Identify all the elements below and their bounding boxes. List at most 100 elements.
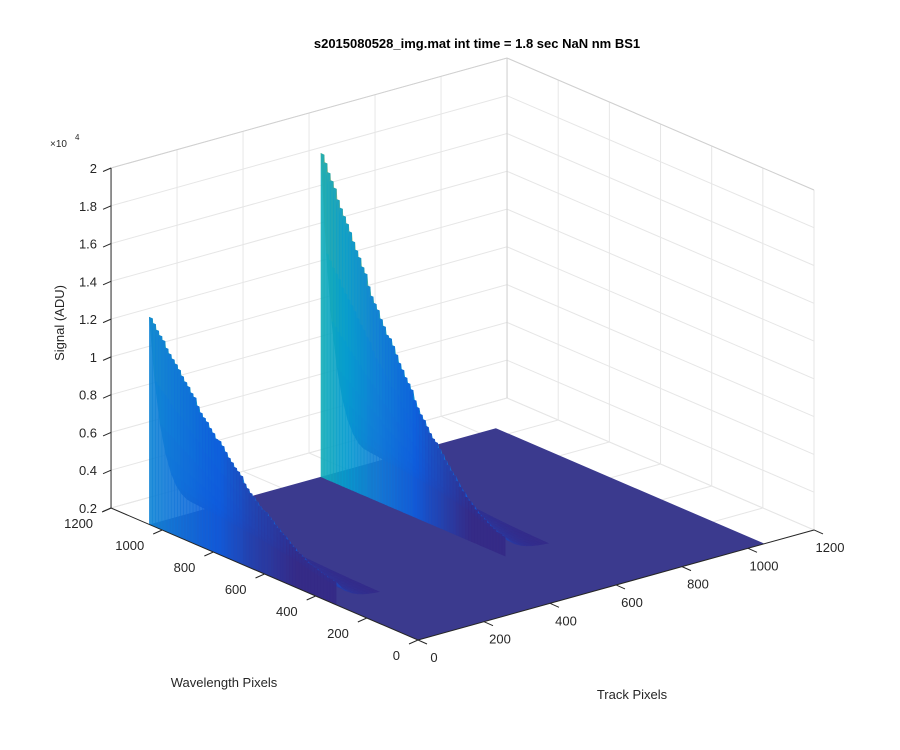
z-tick-label: 1.2 xyxy=(79,312,97,327)
grid-line xyxy=(110,57,815,191)
ridge-wall xyxy=(174,363,178,537)
ridge-wall xyxy=(202,416,206,550)
z-tick-label: 1.8 xyxy=(79,199,97,214)
ridge-wall xyxy=(437,447,442,529)
y-tick-label: 0 xyxy=(393,648,400,663)
ridge-wall xyxy=(198,411,203,548)
ridge-wall xyxy=(177,368,181,539)
y-tick-label: 200 xyxy=(327,626,349,641)
ridge-wall xyxy=(273,523,278,580)
x-axis-label: Track Pixels xyxy=(597,687,668,702)
ridge-wall xyxy=(366,285,371,499)
x-tick-mark xyxy=(483,621,494,627)
ridge-wall xyxy=(471,504,475,544)
x-tick-mark xyxy=(681,566,692,572)
ridge-wall xyxy=(372,302,377,502)
ridge-wall xyxy=(440,452,445,531)
ridge-wall xyxy=(233,466,237,563)
ridge-wall xyxy=(267,515,272,578)
ridge-wall xyxy=(295,550,300,590)
z-exponent-power: 4 xyxy=(75,133,80,142)
y-tick-mark xyxy=(408,639,419,645)
ridge-wall xyxy=(425,425,429,524)
z-tick-mark xyxy=(102,469,112,475)
grid-line xyxy=(110,57,815,191)
ridge-wall xyxy=(279,531,284,583)
ridge-wall xyxy=(158,334,163,531)
ridge-wall xyxy=(354,249,359,494)
ridge-wall xyxy=(495,531,500,554)
ridge-wall xyxy=(483,518,488,549)
ridge-wall xyxy=(236,470,240,564)
z-tick-mark xyxy=(102,318,112,324)
ridge-wall xyxy=(385,334,389,507)
ridge-wall xyxy=(443,459,448,532)
z-tick-label: 1.6 xyxy=(79,237,97,252)
z-tick-mark xyxy=(102,280,112,286)
ridge-wall xyxy=(489,525,494,552)
ridge-wall xyxy=(455,480,460,537)
ridge-wall xyxy=(183,380,188,542)
ridge-wall xyxy=(452,474,457,536)
ridge-wall xyxy=(345,222,349,490)
ridge-wall xyxy=(382,325,386,505)
grid-line xyxy=(110,321,815,455)
ridge-wall xyxy=(501,535,506,557)
ridge-wall xyxy=(332,580,337,606)
z-tick-label: 0.2 xyxy=(79,501,97,516)
ridge-wall xyxy=(180,375,184,540)
ridge-wall xyxy=(223,450,228,559)
grid-line xyxy=(110,95,815,229)
ridge-wall xyxy=(458,486,463,538)
ridge-wall xyxy=(397,362,402,512)
grid-line xyxy=(110,208,815,342)
ridge-wall xyxy=(369,295,374,500)
x-tick-mark xyxy=(615,584,626,590)
ridge-wall xyxy=(375,308,380,503)
ridge-wall xyxy=(226,456,231,560)
ridge-wall xyxy=(486,522,491,550)
x-tick-label: 800 xyxy=(687,577,709,592)
ridge-wall xyxy=(155,329,159,529)
ridge-wall xyxy=(378,318,383,504)
ridge-wall xyxy=(449,470,454,535)
x-tick-mark xyxy=(549,602,560,608)
ridge-wall xyxy=(332,187,337,484)
ridge-wall xyxy=(186,385,191,543)
y-tick-mark xyxy=(204,551,214,557)
grid-line xyxy=(110,246,815,380)
tick-labels: 0200400600800100012000200400600800100012… xyxy=(64,161,844,665)
ridge-wall xyxy=(220,444,225,558)
z-tick-mark xyxy=(102,243,112,248)
ridge-wall xyxy=(254,500,259,572)
ridge-wall xyxy=(498,532,503,556)
ridge-wall xyxy=(339,207,343,487)
x-tick-label: 200 xyxy=(489,632,511,647)
surface-plot xyxy=(149,153,765,640)
z-tick-label: 0.8 xyxy=(79,388,97,403)
ridge-wall xyxy=(261,508,265,575)
ridge-wall xyxy=(242,482,247,567)
ridge-wall xyxy=(189,392,194,544)
z-tick-mark xyxy=(102,205,112,210)
ridge-wall xyxy=(298,553,303,591)
z-tick-label: 0.6 xyxy=(79,425,97,440)
x-tick-mark xyxy=(813,529,824,535)
ridge-wall xyxy=(289,543,293,587)
z-exponent-label: ×10 4 xyxy=(50,133,80,150)
ridge-wall xyxy=(415,406,420,520)
x-tick-mark xyxy=(747,547,758,553)
ridge-wall xyxy=(394,353,399,511)
ridge-wall xyxy=(391,344,396,509)
grid-line xyxy=(110,284,815,418)
ridge-wall xyxy=(400,368,405,513)
y-tick-label: 400 xyxy=(276,604,298,619)
ridge-wall xyxy=(421,418,426,523)
ridge-wall xyxy=(170,358,175,536)
ridge-wall xyxy=(418,413,423,521)
ridge-wall xyxy=(211,431,216,554)
ridge-wall xyxy=(304,559,309,594)
x-tick-label: 400 xyxy=(555,613,577,628)
ridge-wall xyxy=(164,347,169,533)
